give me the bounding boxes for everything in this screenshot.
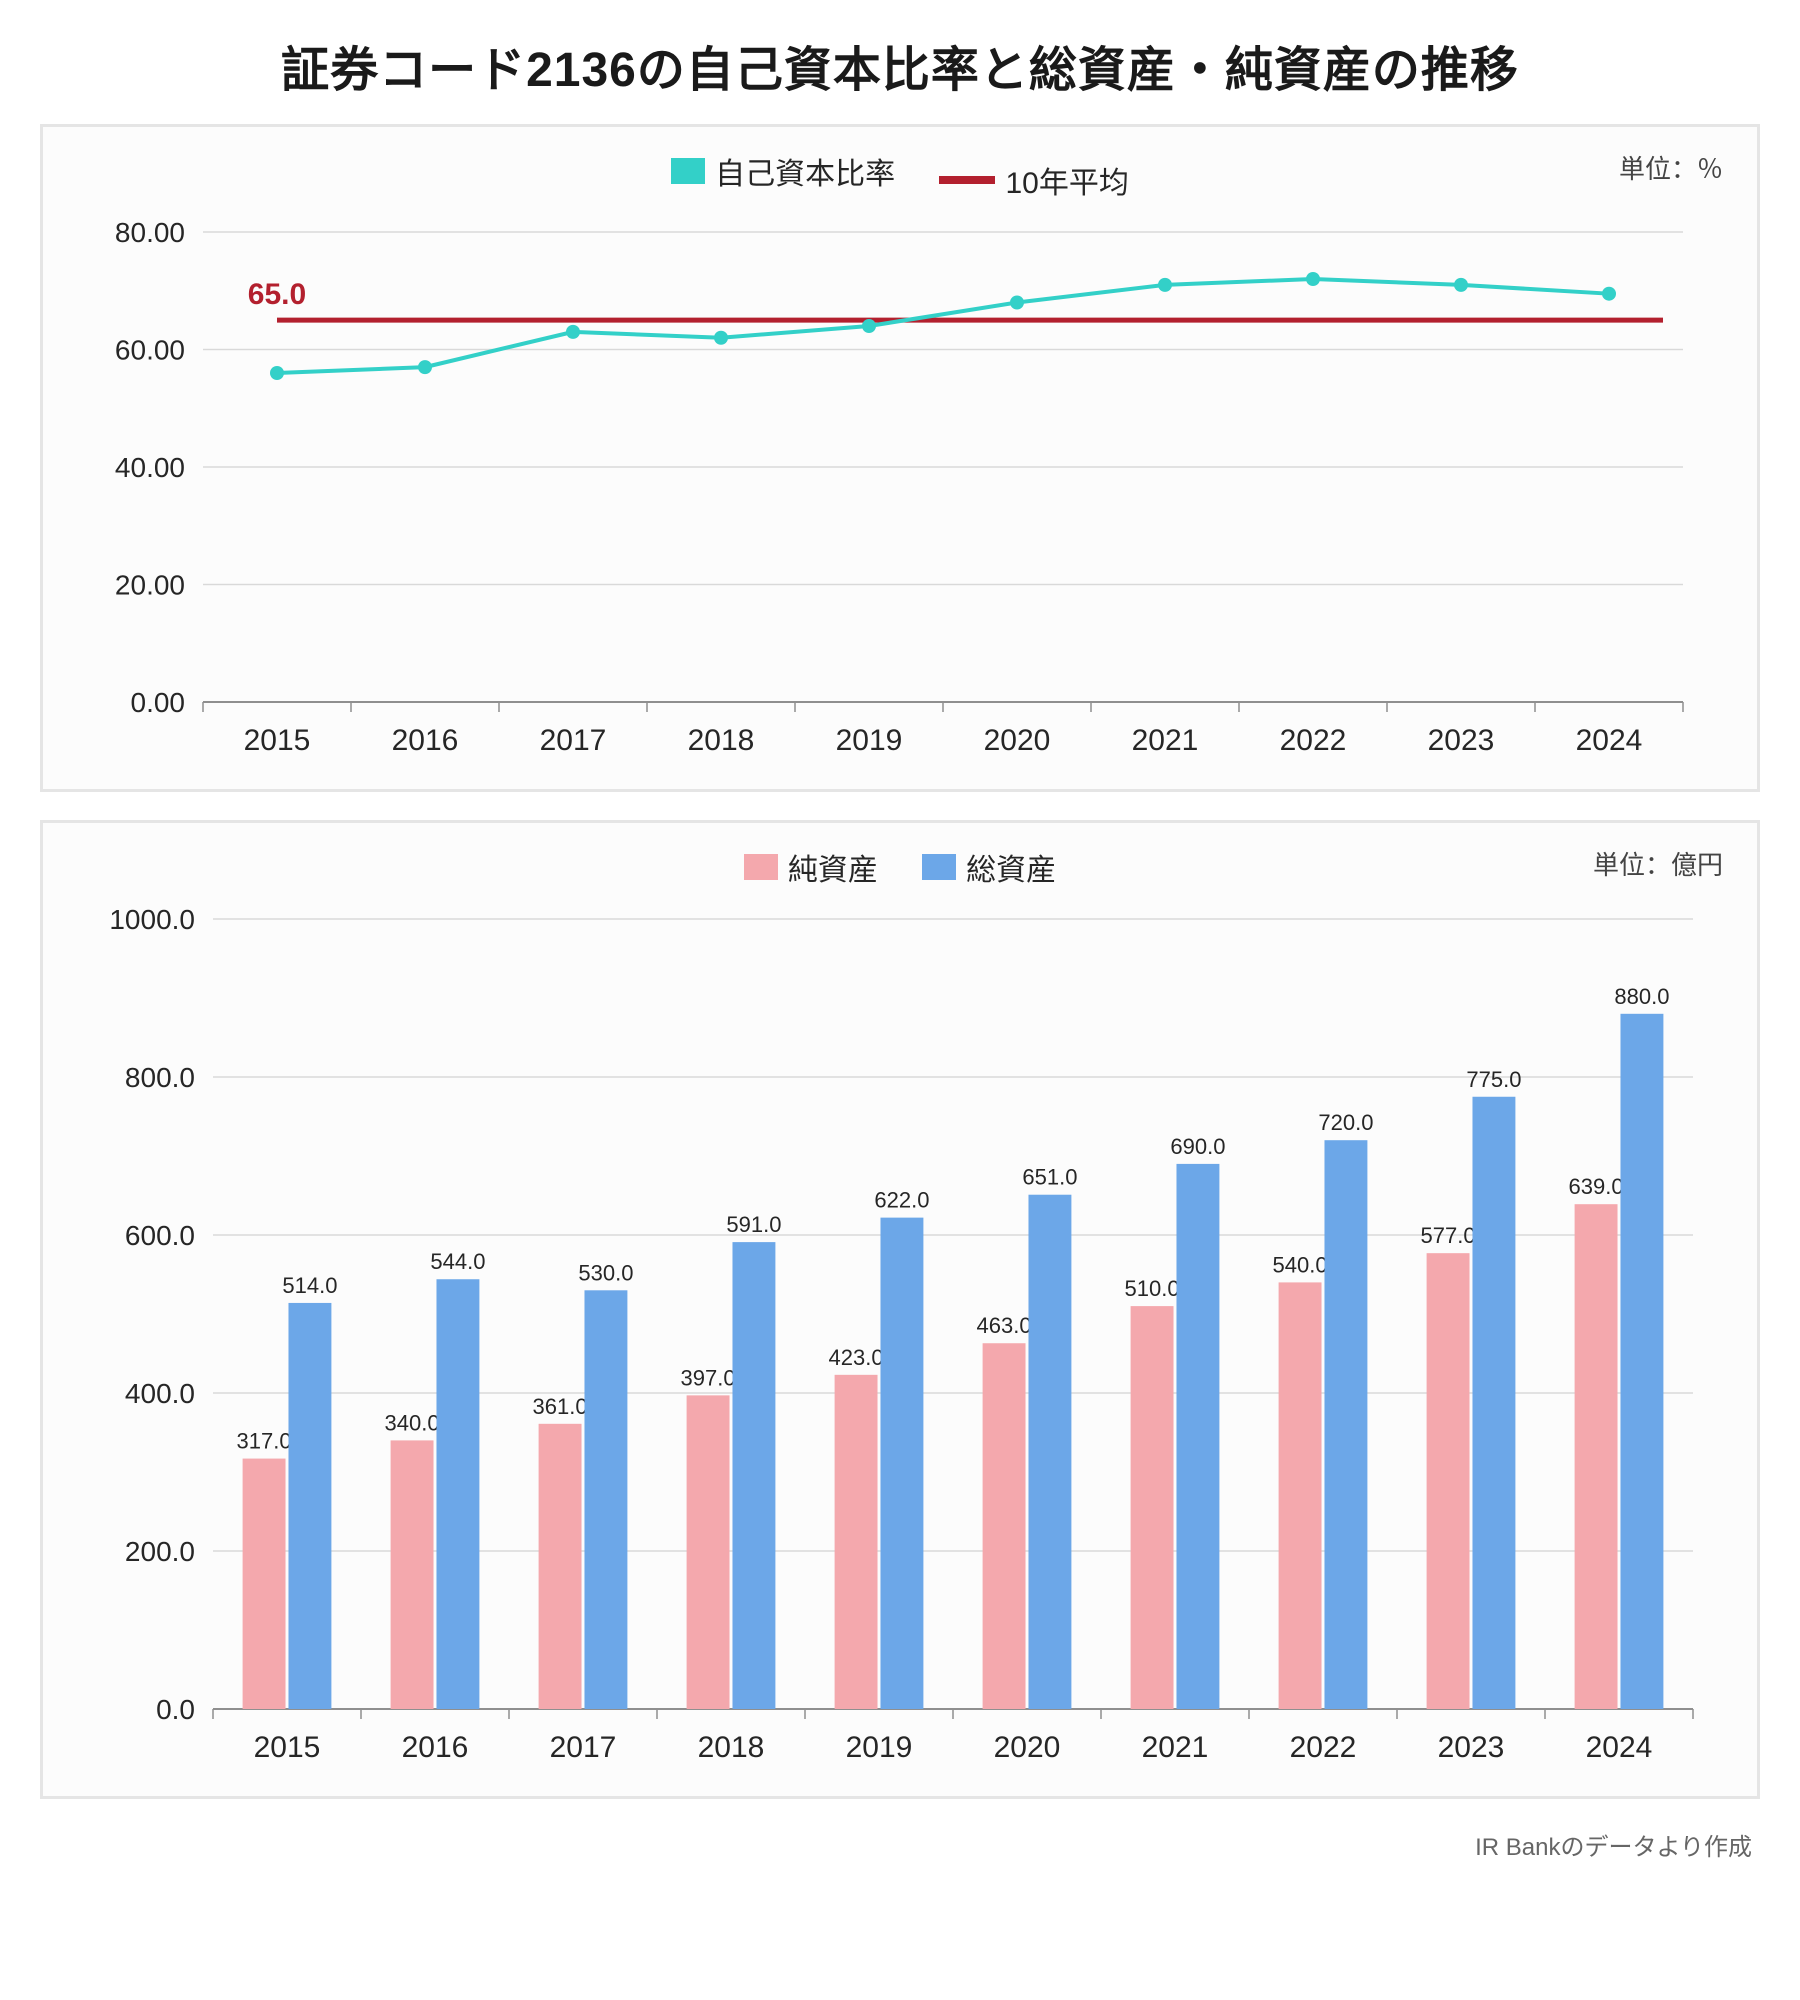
svg-text:2021: 2021 xyxy=(1142,1731,1209,1764)
page-title: 証券コード2136の自己資本比率と総資産・純資産の推移 xyxy=(40,30,1760,100)
svg-text:80.00: 80.00 xyxy=(115,217,185,248)
svg-text:361.0: 361.0 xyxy=(533,1394,588,1419)
line-chart: 0.00 20.00 40.00 60.00 80.00 2015 2016 2017 2018… xyxy=(73,212,1713,772)
svg-text:2023: 2023 xyxy=(1438,1731,1505,1764)
svg-text:2017: 2017 xyxy=(550,1731,617,1764)
equity-ratio-panel: 単位：％ 自己資本比率 10年平均 0.00 20.00 40.00 60.00 80.… xyxy=(40,124,1760,792)
line-legend: 自己資本比率 10年平均 xyxy=(73,149,1727,202)
svg-text:577.0: 577.0 xyxy=(1421,1223,1476,1248)
svg-text:880.0: 880.0 xyxy=(1614,984,1669,1009)
svg-text:2019: 2019 xyxy=(846,1731,913,1764)
svg-text:397.0: 397.0 xyxy=(681,1365,736,1390)
svg-text:2018: 2018 xyxy=(698,1731,765,1764)
svg-text:2016: 2016 xyxy=(392,724,459,757)
svg-text:2024: 2024 xyxy=(1576,724,1643,757)
assets-panel: 単位：億円 純資産 総資産 0.0 200.0 400.0 600.0 800.0 100… xyxy=(40,820,1760,1799)
legend-item-b: 総資産 xyxy=(922,845,1056,889)
legend-item-a: 純資産 xyxy=(744,845,878,889)
svg-text:2022: 2022 xyxy=(1290,1731,1357,1764)
svg-text:2018: 2018 xyxy=(688,724,755,757)
svg-text:2024: 2024 xyxy=(1586,1731,1653,1764)
svg-text:2016: 2016 xyxy=(402,1731,469,1764)
legend-label-b: 総資産 xyxy=(966,845,1056,889)
svg-text:340.0: 340.0 xyxy=(385,1410,440,1435)
credit-line: IR Bankのデータより作成 xyxy=(40,1827,1760,1862)
legend-swatch-avg xyxy=(939,176,995,184)
svg-text:540.0: 540.0 xyxy=(1273,1252,1328,1277)
svg-text:622.0: 622.0 xyxy=(874,1188,929,1213)
line-unit-label: 単位：％ xyxy=(1619,149,1723,186)
svg-text:690.0: 690.0 xyxy=(1170,1134,1225,1159)
legend-swatch-series xyxy=(671,158,705,184)
svg-text:600.0: 600.0 xyxy=(125,1220,195,1251)
svg-text:0.00: 0.00 xyxy=(131,687,186,718)
svg-text:800.0: 800.0 xyxy=(125,1062,195,1093)
svg-text:20.00: 20.00 xyxy=(115,570,185,601)
svg-text:2019: 2019 xyxy=(836,724,903,757)
svg-text:2020: 2020 xyxy=(994,1731,1061,1764)
legend-swatch-a xyxy=(744,854,778,880)
svg-text:591.0: 591.0 xyxy=(726,1212,781,1237)
svg-text:639.0: 639.0 xyxy=(1569,1174,1624,1199)
bar-chart: 0.0 200.0 400.0 600.0 800.0 1000.0 2015 2016 201… xyxy=(73,899,1713,1779)
svg-text:2020: 2020 xyxy=(984,724,1051,757)
svg-text:544.0: 544.0 xyxy=(430,1249,485,1274)
svg-text:720.0: 720.0 xyxy=(1318,1110,1373,1135)
svg-text:2015: 2015 xyxy=(254,1731,321,1764)
svg-text:200.0: 200.0 xyxy=(125,1536,195,1567)
svg-text:775.0: 775.0 xyxy=(1466,1067,1521,1092)
legend-swatch-b xyxy=(922,854,956,880)
svg-text:530.0: 530.0 xyxy=(578,1260,633,1285)
svg-text:65.0: 65.0 xyxy=(248,278,306,311)
bar-legend: 純資産 総資産 xyxy=(73,845,1727,889)
svg-text:2023: 2023 xyxy=(1428,724,1495,757)
svg-text:400.0: 400.0 xyxy=(125,1378,195,1409)
svg-text:2015: 2015 xyxy=(244,724,311,757)
svg-text:317.0: 317.0 xyxy=(237,1429,292,1454)
svg-text:60.00: 60.00 xyxy=(115,335,185,366)
svg-text:0.0: 0.0 xyxy=(156,1694,195,1725)
svg-text:510.0: 510.0 xyxy=(1125,1276,1180,1301)
svg-text:514.0: 514.0 xyxy=(282,1273,337,1298)
legend-label-a: 純資産 xyxy=(788,845,878,889)
legend-item-avg: 10年平均 xyxy=(939,158,1128,202)
svg-text:1000.0: 1000.0 xyxy=(109,904,195,935)
svg-text:651.0: 651.0 xyxy=(1022,1165,1077,1190)
svg-text:40.00: 40.00 xyxy=(115,452,185,483)
svg-text:2017: 2017 xyxy=(540,724,607,757)
svg-text:2021: 2021 xyxy=(1132,724,1199,757)
bar-unit-label: 単位：億円 xyxy=(1593,845,1723,882)
svg-text:463.0: 463.0 xyxy=(977,1313,1032,1338)
svg-text:423.0: 423.0 xyxy=(829,1345,884,1370)
legend-item-series: 自己資本比率 xyxy=(671,149,895,193)
legend-label-series: 自己資本比率 xyxy=(715,149,895,193)
legend-label-avg: 10年平均 xyxy=(1005,158,1128,202)
svg-text:2022: 2022 xyxy=(1280,724,1347,757)
